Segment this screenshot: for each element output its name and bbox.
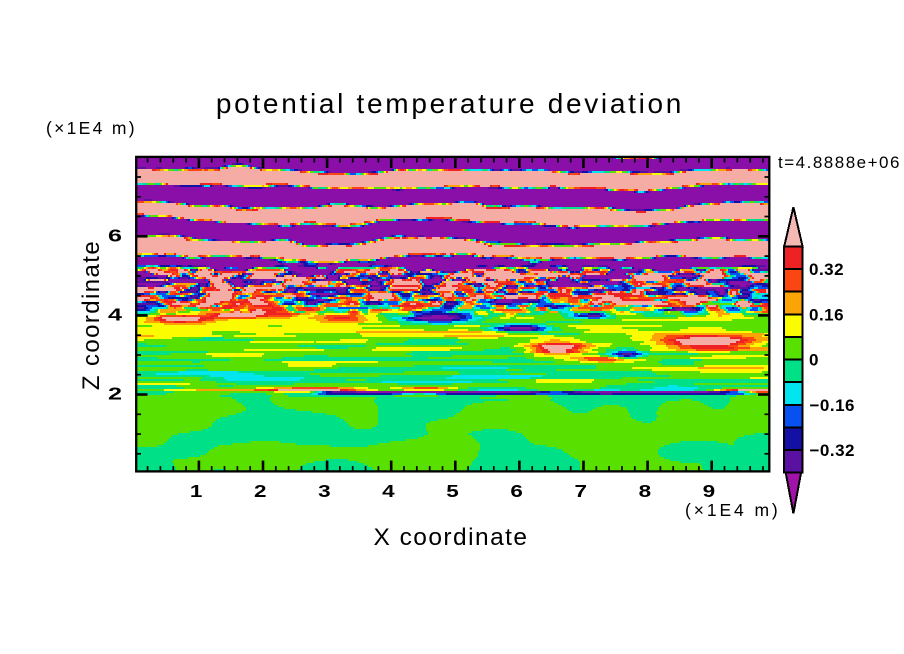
svg-text:0: 0 (809, 351, 819, 370)
svg-text:3: 3 (318, 481, 331, 501)
svg-text:Z coordinate: Z coordinate (78, 240, 105, 390)
svg-text:6: 6 (108, 225, 122, 245)
svg-text:0.32: 0.32 (809, 260, 844, 279)
svg-text:4: 4 (382, 481, 395, 501)
svg-text:(×1E4 m): (×1E4 m) (46, 118, 137, 138)
svg-text:0.16: 0.16 (809, 305, 844, 324)
svg-text:6: 6 (510, 481, 523, 501)
svg-text:4: 4 (108, 305, 122, 325)
svg-text:potential temperature deviatio: potential temperature deviation (216, 88, 684, 119)
svg-text:t=4.8888e+06: t=4.8888e+06 (778, 153, 901, 172)
svg-text:(×1E4 m): (×1E4 m) (685, 500, 781, 520)
svg-text:−0.16: −0.16 (810, 396, 856, 415)
svg-text:−0.32: −0.32 (810, 441, 856, 460)
svg-text:5: 5 (446, 481, 459, 501)
svg-text:2: 2 (254, 481, 267, 501)
svg-text:8: 8 (639, 481, 652, 501)
svg-text:2: 2 (108, 384, 122, 404)
svg-text:9: 9 (703, 481, 716, 501)
svg-text:7: 7 (575, 481, 588, 501)
svg-text:X coordinate: X coordinate (374, 524, 529, 551)
svg-text:1: 1 (190, 481, 203, 501)
